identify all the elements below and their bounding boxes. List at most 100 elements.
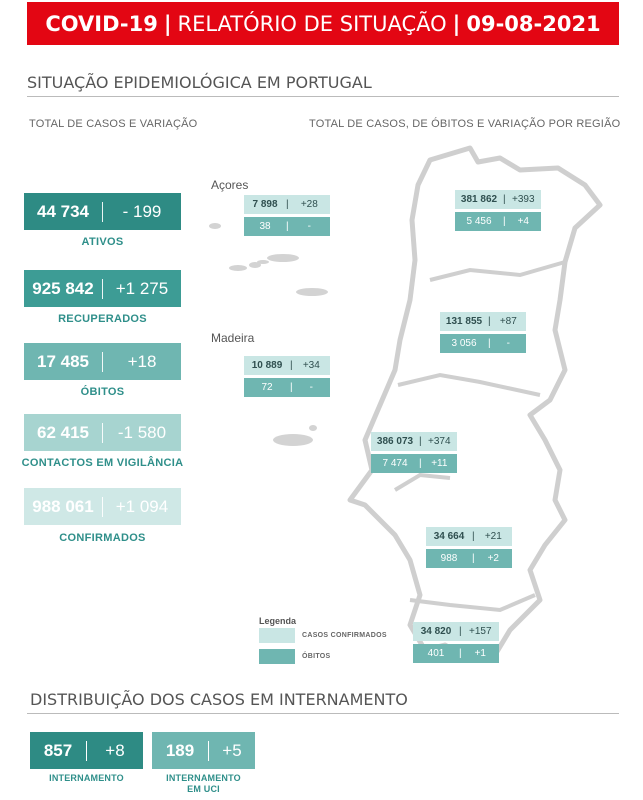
region-acores-cases: 7 898 | +28 — [244, 195, 330, 214]
region-sep: | — [419, 458, 422, 469]
stat-variation: +1 094 — [115, 496, 169, 516]
region-deaths-var: +2 — [487, 553, 499, 564]
stat-box-contacts: 62 415 -1 580 — [24, 414, 181, 451]
stat-box-confirmed: 988 061 +1 094 — [24, 488, 181, 525]
region-acores-deaths: 38 | - — [244, 217, 330, 236]
region-cases: 381 862 — [460, 194, 498, 205]
region-cases-var: +157 — [469, 626, 492, 637]
region-deaths-var: +4 — [517, 216, 529, 227]
region-cases-var: +28 — [300, 199, 318, 210]
hospital-label-ward: INTERNAMENTO — [30, 773, 143, 784]
acores-label: Açores — [211, 178, 249, 192]
region-alentejo-deaths: 988 | +2 — [426, 549, 512, 568]
region-norte-cases: 381 862 | +393 — [455, 190, 541, 209]
stat-divider — [102, 422, 103, 443]
region-alentejo-cases: 34 664 | +21 — [426, 527, 512, 546]
region-deaths: 72 — [261, 382, 273, 393]
hospital-divider — [86, 740, 87, 761]
region-cases-var: +374 — [428, 436, 451, 447]
header-separator: | — [163, 11, 172, 36]
region-madeira-cases: 10 889 | +34 — [244, 356, 330, 375]
region-madeira-deaths: 72 | - — [244, 378, 330, 397]
region-sep: | — [290, 382, 293, 393]
hospital-value: 189 — [165, 740, 195, 760]
header-title: COVID-19 — [45, 11, 158, 36]
stat-divider — [102, 278, 103, 299]
madeira-label: Madeira — [211, 331, 255, 345]
section-title-epidemiology: SITUAÇÃO EPIDEMIOLÓGICA EM PORTUGAL — [27, 73, 372, 92]
legend-swatch-deaths — [259, 649, 295, 664]
stat-label-contacts: CONTACTOS EM VIGILÂNCIA — [21, 457, 184, 469]
acores-islands — [209, 223, 328, 296]
stat-variation: +1 275 — [115, 278, 169, 298]
stat-variation: - 199 — [122, 201, 162, 221]
region-deaths: 5 456 — [466, 216, 492, 227]
stat-label-deaths: ÓBITOS — [80, 386, 125, 398]
section-title-hospital: DISTRIBUIÇÃO DOS CASOS EM INTERNAMENTO — [30, 690, 408, 709]
region-sep: | — [488, 316, 491, 327]
legend-label-confirmed: CASOS CONFIRMADOS — [302, 632, 387, 639]
hospital-label-line: EM UCI — [187, 784, 220, 794]
region-cases-var: +34 — [302, 360, 320, 371]
left-subtitle: TOTAL DE CASOS E VARIAÇÃO — [29, 118, 198, 130]
stat-box-recovered: 925 842 +1 275 — [24, 270, 181, 307]
region-lvt-deaths: 7 474 | +11 — [371, 454, 457, 473]
region-sep: | — [472, 531, 475, 542]
region-border-lisbon — [393, 472, 451, 492]
stat-value: 925 842 — [32, 278, 94, 298]
region-cases: 34 664 — [433, 531, 465, 542]
stat-divider — [102, 496, 103, 517]
region-deaths-var: - — [307, 221, 311, 232]
region-centro-deaths: 3 056 | - — [440, 334, 526, 353]
region-cases-var: +393 — [512, 194, 535, 205]
region-norte-deaths: 5 456 | +4 — [455, 212, 541, 231]
region-sep: | — [503, 216, 506, 227]
right-subtitle: TOTAL DE CASOS, DE ÓBITOS E VARIAÇÃO POR… — [309, 118, 621, 130]
region-deaths: 38 — [259, 221, 271, 232]
hospital-divider — [208, 740, 209, 761]
region-sep: | — [286, 199, 289, 210]
region-deaths: 3 056 — [451, 338, 477, 349]
region-cases: 386 073 — [376, 436, 414, 447]
stat-label-active: ATIVOS — [81, 236, 124, 248]
stat-value: 62 415 — [37, 422, 89, 442]
header-separator: | — [452, 11, 461, 36]
region-deaths: 988 — [440, 553, 458, 564]
region-sep: | — [419, 436, 422, 447]
stat-value: 44 734 — [37, 201, 89, 221]
region-cases-var: +21 — [484, 531, 502, 542]
region-deaths: 7 474 — [382, 458, 408, 469]
legend-swatch-confirmed — [259, 628, 295, 643]
region-deaths-var: +11 — [431, 458, 448, 469]
stat-label-recovered: RECUPERADOS — [58, 313, 147, 325]
stat-box-deaths: 17 485 +18 — [24, 343, 181, 380]
region-border-north — [429, 260, 566, 282]
region-sep: | — [488, 338, 491, 349]
hospital-box-ward: 857 +8 — [30, 732, 143, 769]
region-cases: 10 889 — [251, 360, 283, 371]
region-deaths: 401 — [427, 648, 445, 659]
region-cases-var: +87 — [499, 316, 517, 327]
hospital-label-line: INTERNAMENTO — [166, 773, 241, 783]
madeira-islands — [273, 425, 317, 446]
region-border-center — [397, 372, 541, 397]
region-deaths-var: - — [309, 382, 313, 393]
report-header: COVID-19 | RELATÓRIO DE SITUAÇÃO | 09-08… — [27, 2, 619, 45]
region-deaths-var: - — [506, 338, 510, 349]
section-divider — [27, 713, 619, 714]
region-sep: | — [503, 194, 506, 205]
legend-label-deaths: ÓBITOS — [302, 653, 331, 660]
region-cases: 131 855 — [445, 316, 483, 327]
region-cases: 34 820 — [420, 626, 452, 637]
stat-variation: +18 — [127, 351, 157, 371]
stat-value: 988 061 — [32, 496, 94, 516]
stat-label-confirmed: CONFIRMADOS — [59, 532, 146, 544]
legend-title: Legenda — [259, 616, 297, 626]
hospital-variation: +8 — [105, 740, 125, 760]
region-sep: | — [459, 626, 462, 637]
mainland-outline — [347, 145, 603, 663]
region-sep: | — [290, 360, 293, 371]
region-centro-cases: 131 855 | +87 — [440, 312, 526, 331]
stat-divider — [102, 351, 103, 372]
